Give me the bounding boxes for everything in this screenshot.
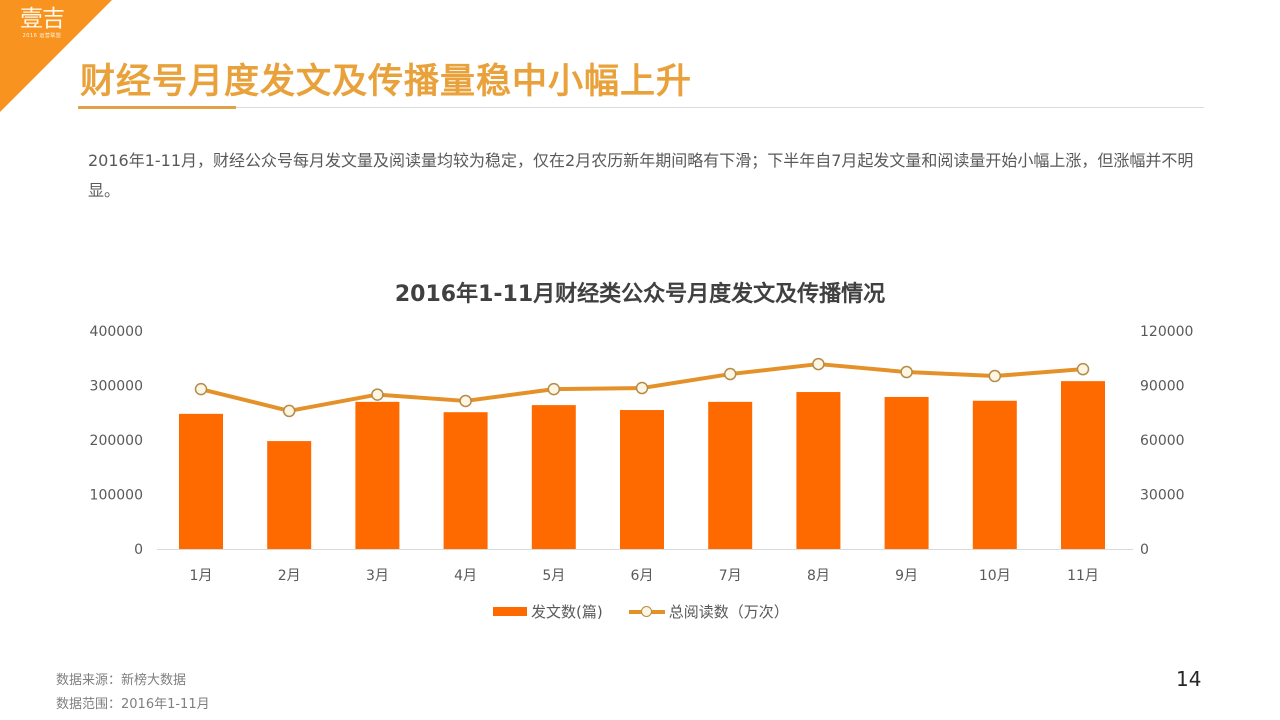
chart-title: 2016年1-11月财经类公众号月度发文及传播情况	[394, 282, 886, 307]
right-axis-tick: 90000	[1140, 379, 1185, 395]
right-axis-tick: 30000	[1140, 488, 1185, 504]
line-marker	[723, 367, 737, 381]
x-axis-label: 4月	[454, 568, 477, 584]
bar	[708, 401, 753, 549]
left-axis-tick: 0	[134, 542, 143, 558]
right-axis-tick: 0	[1140, 542, 1149, 558]
left-axis-tick: 300000	[90, 379, 143, 395]
bar	[1061, 381, 1105, 549]
left-axis-tick: 100000	[90, 488, 143, 504]
line-series	[194, 357, 1090, 418]
right-axis-tick: 60000	[1140, 433, 1185, 449]
bar-series	[179, 381, 1105, 549]
logo-subtitle: 2016 运营联盟	[22, 33, 62, 39]
x-axis-label: 2月	[278, 568, 301, 584]
left-y-axis: 0 100000 200000 300000 400000	[90, 324, 143, 558]
line-marker	[547, 382, 561, 396]
x-axis-label: 11月	[1067, 568, 1099, 584]
line-marker	[900, 365, 913, 379]
summary-text: 2016年1-11月，财经公众号每月发文量及阅读量均较为稳定，仅在2月农历新年期…	[88, 151, 1194, 200]
legend-bar-swatch	[493, 607, 527, 616]
x-axis-label: 5月	[542, 568, 565, 584]
line-marker	[371, 388, 384, 401]
title-accent-bar	[78, 106, 236, 109]
line-marker	[988, 369, 1002, 383]
bar	[443, 412, 488, 549]
line-marker	[635, 381, 649, 395]
footer: 数据来源：新榜大数据 数据范围：2016年1-11月	[56, 669, 210, 717]
x-axis-label: 6月	[631, 568, 654, 584]
page-number: 14	[1176, 667, 1202, 691]
right-axis-tick: 120000	[1140, 324, 1193, 340]
bar	[179, 413, 223, 549]
legend-line-label: 总阅读数（万次）	[668, 603, 789, 621]
bar	[267, 441, 312, 549]
line-marker	[459, 394, 472, 408]
line-marker	[1076, 362, 1090, 376]
left-axis-tick: 400000	[90, 324, 143, 340]
bar	[884, 396, 929, 549]
logo: 壹吉 2016 运营联盟	[12, 6, 72, 40]
x-axis-label: 10月	[979, 568, 1011, 584]
bar	[355, 401, 400, 549]
right-y-axis: 0 30000 60000 90000 120000	[1140, 324, 1193, 558]
bar	[531, 405, 576, 549]
x-axis-label: 1月	[190, 568, 213, 584]
left-axis-tick: 200000	[90, 433, 143, 449]
bar	[620, 410, 664, 549]
title-divider	[78, 107, 1204, 108]
page-title: 财经号月度发文及传播量稳中小幅上升	[80, 62, 693, 102]
line-marker	[812, 357, 825, 371]
x-axis-labels: 1月 2月 3月 4月 5月 6月 7月 8月 9月 10月 11月	[190, 568, 1099, 584]
bar	[972, 400, 1017, 549]
line-marker	[194, 382, 208, 396]
x-axis-label: 3月	[366, 568, 389, 584]
chart-legend: 发文数(篇) 总阅读数（万次）	[493, 601, 789, 622]
legend-bar-label: 发文数(篇)	[531, 603, 603, 621]
x-axis-label: 9月	[895, 568, 918, 584]
logo-mark: 壹吉	[20, 6, 65, 32]
line-marker	[282, 404, 296, 418]
bar	[796, 392, 841, 549]
data-source: 数据来源：新榜大数据	[56, 673, 187, 688]
x-axis-label: 8月	[807, 568, 830, 584]
legend-line-swatch	[628, 605, 665, 617]
x-axis-label: 7月	[719, 568, 742, 584]
data-range: 数据范围：2016年1-11月	[56, 697, 210, 712]
